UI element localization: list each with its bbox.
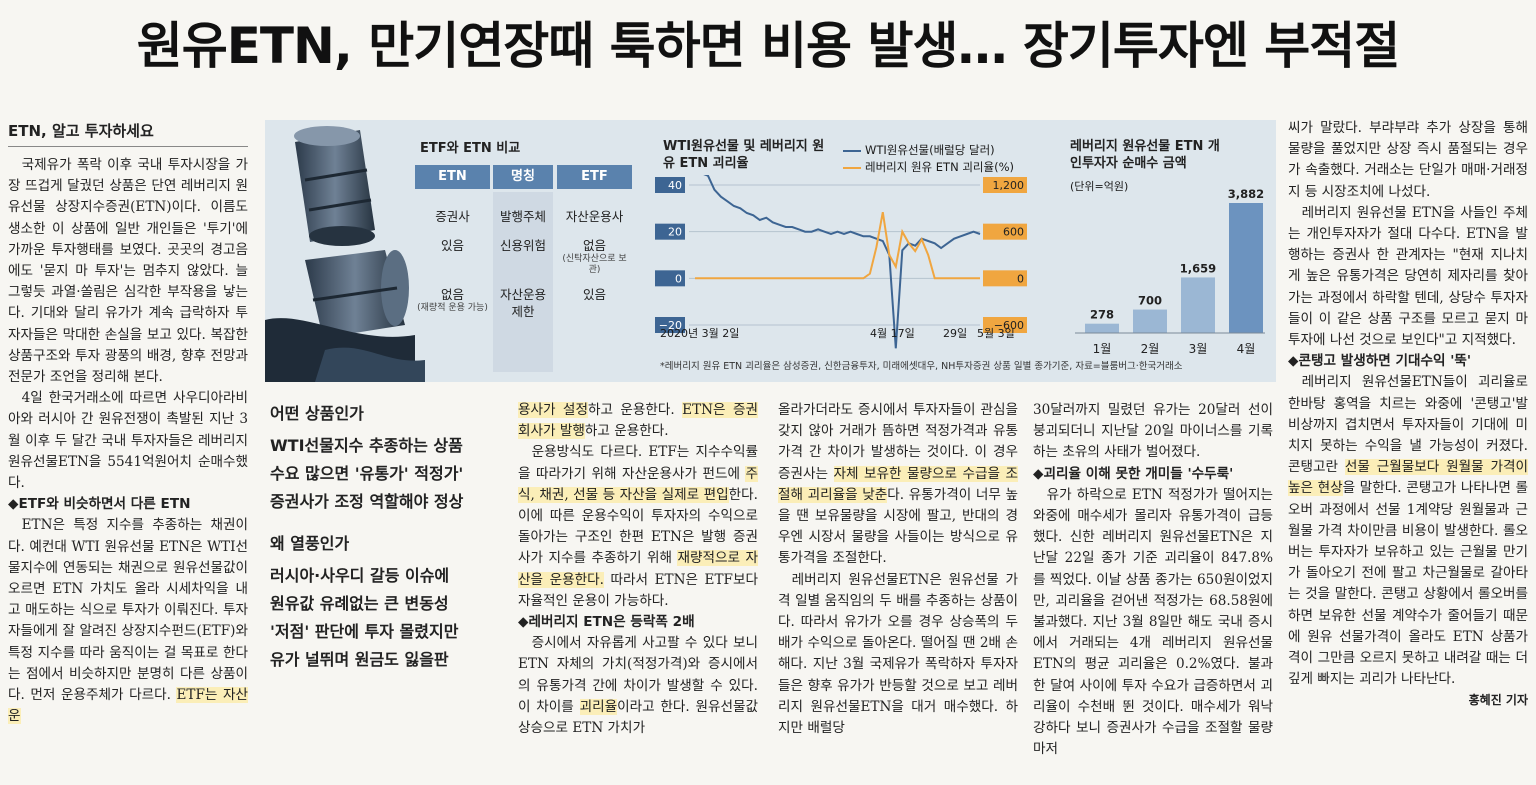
paragraph: 30달러까지 밀렸던 유가는 20달러 선이 붕괴되더니 지난달 20일 마이너… — [1033, 402, 1273, 461]
column-1: ETN, 알고 투자하세요 국제유가 폭락 이후 국내 투자시장을 가장 뜨겁게… — [8, 120, 248, 782]
left-tick-box — [655, 317, 685, 333]
section-kicker: ETN, 알고 투자하세요 — [8, 120, 248, 147]
bar-chart-title: 레버리지 원유선물 ETN 개인투자자 순매수 금액 — [1070, 139, 1220, 171]
right-tick-box — [983, 177, 1027, 193]
right-tick-label: 1,200 — [993, 179, 1025, 192]
paragraph: 씨가 말랐다. 부랴부랴 추가 상장을 통해 물량을 풀었지만 상장 즉시 품절… — [1288, 120, 1528, 200]
paragraph: 용사가 설정하고 운용한다. ETN은 증권회사가 발행하고 운용한다. — [518, 402, 758, 440]
table-label-column — [493, 192, 553, 372]
bar — [1229, 203, 1263, 333]
x-label: 29일 — [943, 327, 968, 340]
line-legend: WTI원유선물(배럴당 달러) 레버리지 원유 ETN 괴리율(%) — [843, 142, 1014, 176]
left-tick-label: 40 — [668, 179, 682, 192]
table-header-label: 명칭 — [493, 165, 553, 189]
x-label: 5월 3일 — [977, 327, 1015, 340]
bar-value-label: 278 — [1090, 308, 1114, 322]
x-label: 2020년 3월 2일 — [660, 327, 740, 340]
paragraph: 증시에서 자유롭게 사고팔 수 있다 보니 ETN 자체의 가치(적정가격)와 … — [518, 635, 758, 737]
section-heading: ◆ETF와 비슷하면서 다른 ETN — [8, 496, 191, 513]
table-cell: 신용위험 — [499, 238, 546, 253]
paragraph: 유가 하락으로 ETN 적정가가 떨어지는 와중에 매수세가 몰리자 유통가격이… — [1033, 486, 1273, 758]
byline: 홍혜진 기자 — [1468, 693, 1528, 708]
left-tick-label: −20 — [659, 319, 682, 332]
column-4: 올라가더라도 증시에서 투자자들이 관심을 갖지 않아 거래가 뜸하면 적정가격… — [778, 400, 1018, 782]
table-title: ETF와 ETN 비교 — [420, 141, 521, 156]
left-tick-box — [655, 270, 685, 287]
bar — [1133, 309, 1167, 333]
column-5: 30달러까지 밀렸던 유가는 20달러 선이 붕괴되더니 지난달 20일 마이너… — [1033, 400, 1273, 782]
table-cell: 있음 — [582, 287, 606, 302]
bar-value-label: 700 — [1138, 294, 1162, 308]
series-etn — [695, 212, 980, 280]
line-chart: 40 1,200 20 600 0 0 −20 −600 — [655, 175, 1027, 349]
paragraph: 올라가더라도 증시에서 투자자들이 관심을 갖지 않아 거래가 뜸하면 적정가격… — [778, 402, 1018, 567]
left-tick-box — [655, 223, 685, 240]
subhead-line: 유가 널뛰며 원금도 잃을판 — [270, 650, 449, 669]
subhead-title: 왜 열풍인가 — [270, 534, 350, 553]
oil-barrels-illustration — [265, 126, 425, 382]
x-label: 4월 17일 — [870, 327, 915, 340]
paragraph: ETN은 특정 지수를 추종하는 채권이다. 예컨대 WTI 원유선물 ETN은… — [8, 517, 248, 725]
bar-value-label: 3,882 — [1228, 187, 1264, 201]
left-tick-label: 20 — [668, 226, 682, 239]
right-tick-label: −600 — [994, 319, 1024, 332]
paragraph: 레버리지 원유선물 ETN을 사들인 주체는 개인투자자가 절대 다수다. ET… — [1288, 204, 1528, 349]
column-3: 용사가 설정하고 운용한다. ETN은 증권회사가 발행하고 운용한다. 운용방… — [518, 400, 758, 782]
right-tick-box — [983, 223, 1027, 240]
right-tick-box — [983, 317, 1027, 333]
subhead-line: 러시아·사우디 갈등 이슈에 — [270, 566, 450, 585]
source-note: *레버리지 원유 ETN 괴리율은 삼성증권, 신한금융투자, 미래에셋대우, … — [660, 361, 1183, 372]
paragraph: 4일 한국거래소에 따르면 사우디아라비아와 러시아 간 원유전쟁이 촉발된 지… — [8, 390, 248, 492]
column-2: 어떤 상품인가 WTI선물지수 추종하는 상품 수요 많으면 '유통가' 적정가… — [270, 400, 500, 700]
paragraph: 레버리지 원유선물ETN은 원유선물 가격 일별 움직임의 두 배를 추종하는 … — [778, 571, 1018, 737]
subhead-line: 증권사가 조정 역할해야 정상 — [270, 492, 464, 511]
subhead-line: 수요 많으면 '유통가' 적정가' — [270, 464, 464, 483]
subhead-line: WTI선물지수 추종하는 상품 — [270, 436, 463, 455]
bar — [1085, 323, 1119, 333]
bar-category-label: 4월 — [1237, 342, 1256, 356]
subhead-title: 어떤 상품인가 — [270, 404, 364, 423]
paragraph: 운용방식도 다르다. ETF는 지수수익률을 따라가기 위해 자산운용사가 펀드… — [518, 444, 758, 609]
table-cell: 없음 (재량적 운용 가능) — [417, 287, 488, 313]
paragraph: 국제유가 폭락 이후 국내 투자시장을 가장 뜨겁게 달궜던 상품은 단연 레버… — [8, 157, 248, 386]
column-6: 씨가 말랐다. 부랴부랴 추가 상장을 통해 물량을 풀었지만 상장 즉시 품절… — [1288, 118, 1528, 782]
subhead-line: '저점' 판단에 투자 몰렸지만 — [270, 622, 459, 641]
bar-chart-unit: (단위=억원) — [1070, 180, 1129, 193]
bar-category-label: 1월 — [1093, 342, 1112, 356]
bar-value-label: 1,659 — [1180, 261, 1216, 275]
infographic: ETF와 ETN 비교 ETN 명칭 ETF 증권사 발행주체 자산운용사 있음… — [265, 120, 1276, 382]
table-header-etn: ETN — [415, 165, 490, 189]
bar — [1181, 277, 1215, 333]
table-cell: 자산운용 제한 — [499, 287, 546, 319]
bar-category-label: 3월 — [1189, 342, 1208, 356]
table-cell: 자산운용사 — [565, 209, 624, 224]
section-heading: ◆괴리율 이해 못한 개미들 '수두룩' — [1033, 465, 1234, 482]
table-cell: 있음 — [440, 238, 464, 253]
bar-chart: 278 1월 700 2월 1,659 3월 3,882 4월 — [1075, 187, 1265, 356]
right-tick-label: 0 — [1017, 272, 1024, 285]
legend-etn: 레버리지 원유 ETN 괴리율(%) — [865, 160, 1014, 174]
series-wti — [703, 175, 981, 349]
table-cell: 없음 (신탁자산으로 보관) — [562, 238, 627, 275]
right-tick-box — [983, 270, 1027, 287]
line-chart-title: WTI원유선물 및 레버리지 원유 ETN 괴리율 — [663, 139, 825, 171]
bar-category-label: 2월 — [1141, 342, 1160, 356]
legend-wti: WTI원유선물(배럴당 달러) — [865, 143, 995, 157]
table-header-etf: ETF — [557, 165, 632, 189]
subhead-line: 원유값 유례없는 큰 변동성 — [270, 594, 449, 613]
headline: 원유ETN, 만기연장때 툭하면 비용 발생… 장기투자엔 부적절 — [136, 17, 1401, 75]
section-heading: ◆레버리지 ETN은 등락폭 2배 — [518, 614, 695, 631]
section-heading: ◆콘탱고 발생하면 기대수익 '뚝' — [1288, 353, 1472, 370]
table-cell: 증권사 — [435, 209, 470, 224]
right-tick-label: 600 — [1003, 226, 1024, 239]
table-cell: 발행주체 — [499, 209, 546, 224]
left-tick-label: 0 — [675, 272, 682, 285]
paragraph: 레버리지 원유선물ETN들이 괴리율로 한바탕 홍역을 치르는 와중에 '콘탱고… — [1288, 374, 1528, 688]
left-tick-box — [655, 177, 685, 193]
